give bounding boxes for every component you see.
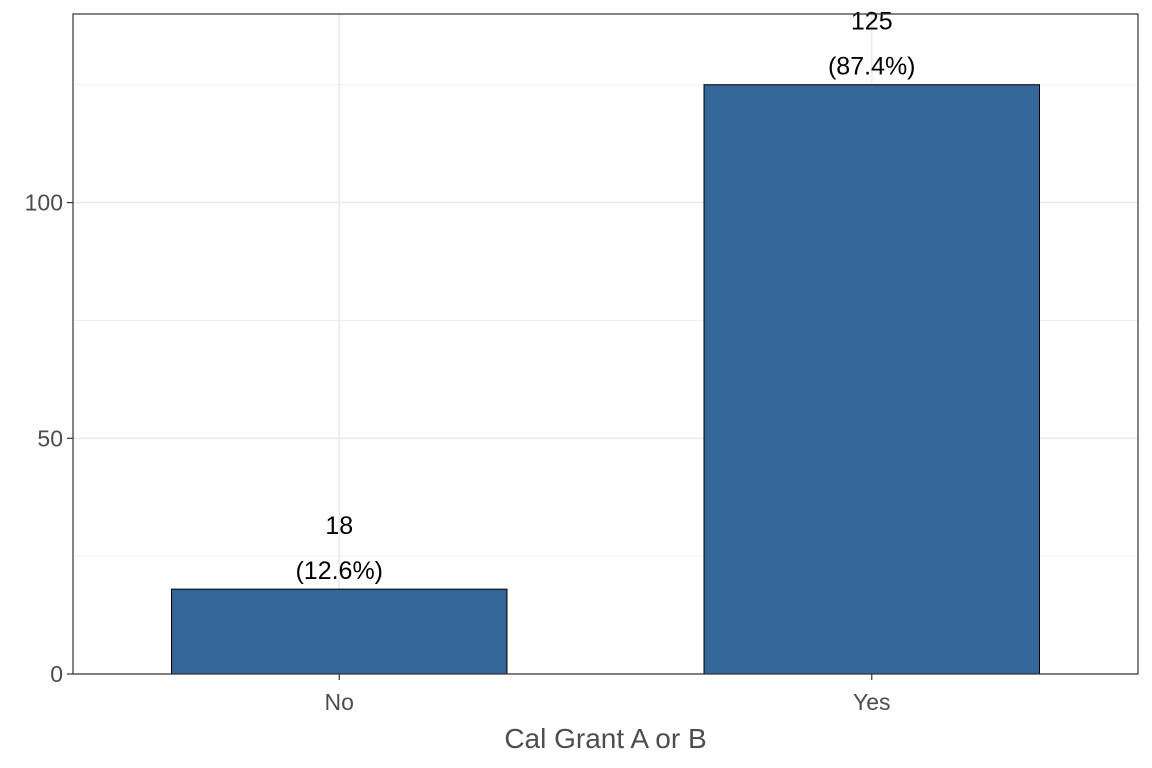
panel-border xyxy=(72,13,1139,675)
data-labels-group: 18 (12.6%) 125 (87.4%) xyxy=(295,8,915,585)
data-label-percent: (87.4%) xyxy=(828,53,916,81)
data-label-percent: (12.6%) xyxy=(295,557,383,585)
bars-group xyxy=(171,84,1040,675)
x-axis-title: Cal Grant A or B xyxy=(504,723,706,754)
bar-yes xyxy=(703,84,1040,675)
x-tick-label: Yes xyxy=(853,689,891,715)
y-tick-label: 100 xyxy=(25,190,63,216)
y-axis: 0 50 100 xyxy=(25,190,73,687)
data-label-count: 18 xyxy=(325,512,353,540)
bar-no xyxy=(171,588,508,675)
y-tick-label: 0 xyxy=(50,661,63,687)
x-tick-label: No xyxy=(325,689,354,715)
y-tick-label: 50 xyxy=(37,425,63,451)
x-axis: No Yes xyxy=(325,674,891,715)
data-label-count: 125 xyxy=(851,8,893,36)
